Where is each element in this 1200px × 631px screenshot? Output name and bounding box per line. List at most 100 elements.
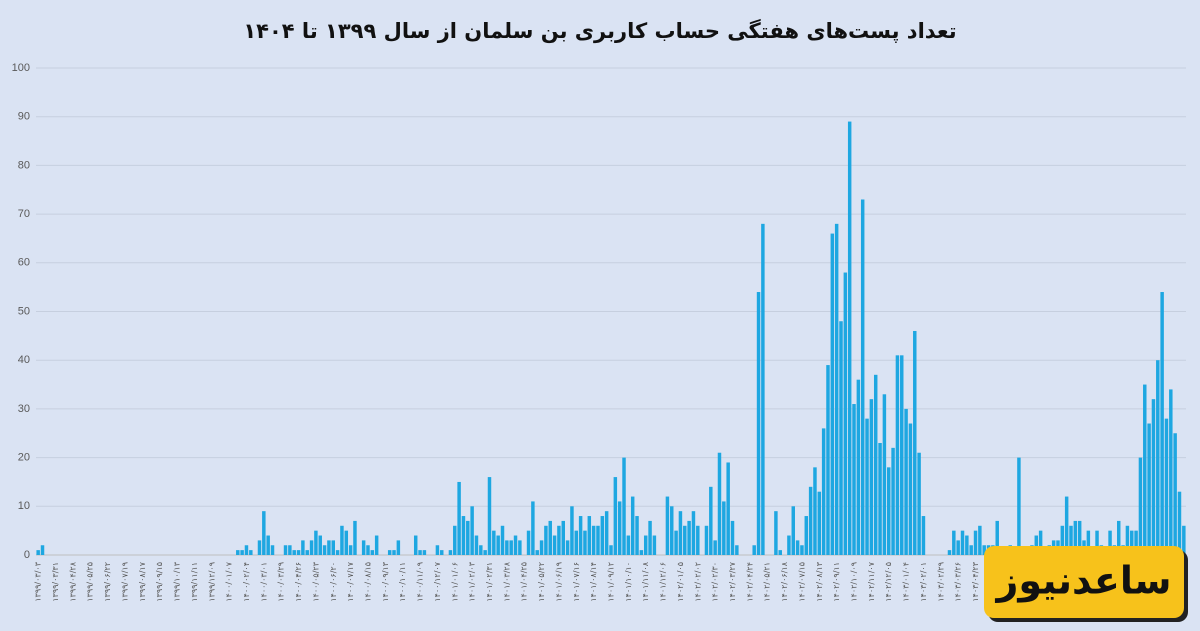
bar	[839, 321, 843, 555]
bar	[1117, 520, 1121, 555]
bar	[387, 550, 392, 555]
bar	[570, 506, 574, 555]
bar	[314, 530, 318, 555]
y-tick-label: 60	[18, 257, 30, 269]
bar	[609, 545, 613, 555]
x-tick-label: ۱۳۹۹/۰۹/۱۵	[155, 562, 164, 602]
plot: 0 10 20 30 40 50 60 70 80 90 100 ۱۳۹۹/۰۳/۰۳ ۱۳۹۹/۰۳/…	[12, 62, 1189, 602]
bar	[331, 540, 335, 555]
bar	[917, 452, 921, 555]
x-tick-label: ۱۳۹۹/۰۶/۲۲	[103, 562, 112, 602]
bar	[704, 525, 709, 555]
x-tick-label: ۱۴۰۰/۰۴/۲۶	[294, 562, 303, 602]
bar	[1125, 525, 1130, 555]
bar	[687, 520, 691, 555]
bar	[557, 525, 561, 555]
bar	[752, 545, 756, 555]
bar	[596, 525, 600, 555]
bar	[518, 540, 522, 555]
bar	[453, 525, 457, 555]
bar	[496, 535, 500, 555]
bar	[1147, 423, 1151, 555]
x-tick-label: ۱۴۰۳/۰۱/۰۴	[902, 562, 911, 602]
x-tick-label: ۱۳۹۹/۰۸/۱۷	[138, 561, 147, 601]
x-tick-label: ۱۴۰۲/۰۲/۳۰	[711, 562, 720, 602]
bar	[726, 462, 730, 555]
x-tick-label: ۱۴۰۰/۰۱/۰۷	[225, 561, 234, 601]
bar	[322, 545, 327, 555]
bar	[891, 447, 895, 555]
x-tick-label: ۱۴۰۰/۰۳/۰۱	[259, 562, 268, 602]
x-tick-label: ۱۴۰۱/۰۵/۲۲	[537, 562, 546, 602]
bar	[791, 506, 795, 555]
bar	[292, 550, 296, 555]
bar	[301, 540, 305, 555]
bar	[1034, 535, 1039, 555]
x-tick-label: ۱۴۰۱/۰۹/۱۲	[607, 562, 616, 602]
bar	[1151, 399, 1156, 555]
bar	[296, 550, 301, 555]
x-tick-label: ۱۴۰۲/۰۱/۰۵	[676, 562, 685, 602]
x-tick-label: ۱۳۹۹/۱۱/۱۱	[190, 562, 199, 602]
x-tick-label: ۱۴۰۰/۱۱/۰۹	[416, 562, 425, 602]
bar	[1073, 520, 1078, 555]
x-tick-label: ۱۳۹۹/۰۷/۱۹	[120, 562, 129, 602]
bar	[244, 545, 249, 555]
x-tick-label: ۱۴۰۰/۱۰/۱۱	[398, 562, 407, 602]
x-tick-label: ۱۳۹۹/۱۲/۰۹	[207, 562, 216, 602]
bar	[565, 540, 570, 555]
bar	[535, 550, 539, 555]
y-tick-label: 80	[18, 159, 30, 171]
bar	[960, 530, 965, 555]
bar	[847, 121, 852, 555]
watermark-text: ساعدنیوز	[994, 559, 1171, 603]
bar	[413, 535, 418, 555]
x-tick-label: ۱۴۰۲/۰۲/۰۲	[693, 562, 702, 602]
bar	[435, 545, 440, 555]
bar	[1077, 520, 1082, 555]
x-tick-label: ۱۳۹۹/۰۴/۲۸	[68, 561, 77, 601]
bar	[583, 530, 587, 555]
bar	[947, 550, 952, 555]
bar	[1177, 491, 1182, 555]
bar	[526, 530, 531, 555]
bar	[774, 511, 778, 555]
bar	[969, 545, 973, 555]
bar	[531, 501, 535, 555]
bar	[617, 501, 622, 555]
bar	[396, 540, 401, 555]
bar	[622, 457, 626, 555]
bar	[327, 540, 331, 555]
bar	[1086, 530, 1091, 555]
bar	[795, 540, 800, 555]
bar	[887, 467, 891, 555]
x-tick-label: ۱۴۰۳/۰۳/۲۶	[954, 562, 963, 602]
bar	[908, 423, 913, 555]
x-tick-label: ۱۴۰۱/۱۰/۱۰	[624, 562, 633, 602]
bar	[878, 442, 882, 555]
bar	[578, 516, 583, 555]
bar	[648, 520, 652, 555]
bar	[956, 540, 960, 555]
y-tick-label: 100	[12, 62, 30, 74]
bar	[474, 535, 479, 555]
bar	[466, 520, 470, 555]
bar	[665, 496, 670, 555]
bar	[1173, 433, 1177, 555]
bar	[266, 535, 270, 555]
x-tick-label: ۱۴۰۰/۰۵/۲۳	[311, 561, 320, 601]
bar	[552, 535, 557, 555]
x-tick-label: ۱۴۰۲/۰۵/۲۱	[763, 562, 772, 602]
bar	[1160, 292, 1164, 555]
bar	[500, 525, 505, 555]
bar	[965, 535, 969, 555]
bar	[470, 506, 474, 555]
bar	[1134, 530, 1138, 555]
watermark: ساعدنیوز	[984, 546, 1188, 622]
x-tick-label: ۱۳۹۹/۰۳/۰۳	[34, 561, 43, 601]
bar	[348, 545, 353, 555]
bar	[1095, 530, 1099, 555]
bar	[448, 550, 453, 555]
x-tick-label: ۱۴۰۲/۰۸/۱۳	[815, 561, 824, 601]
bar	[283, 545, 288, 555]
